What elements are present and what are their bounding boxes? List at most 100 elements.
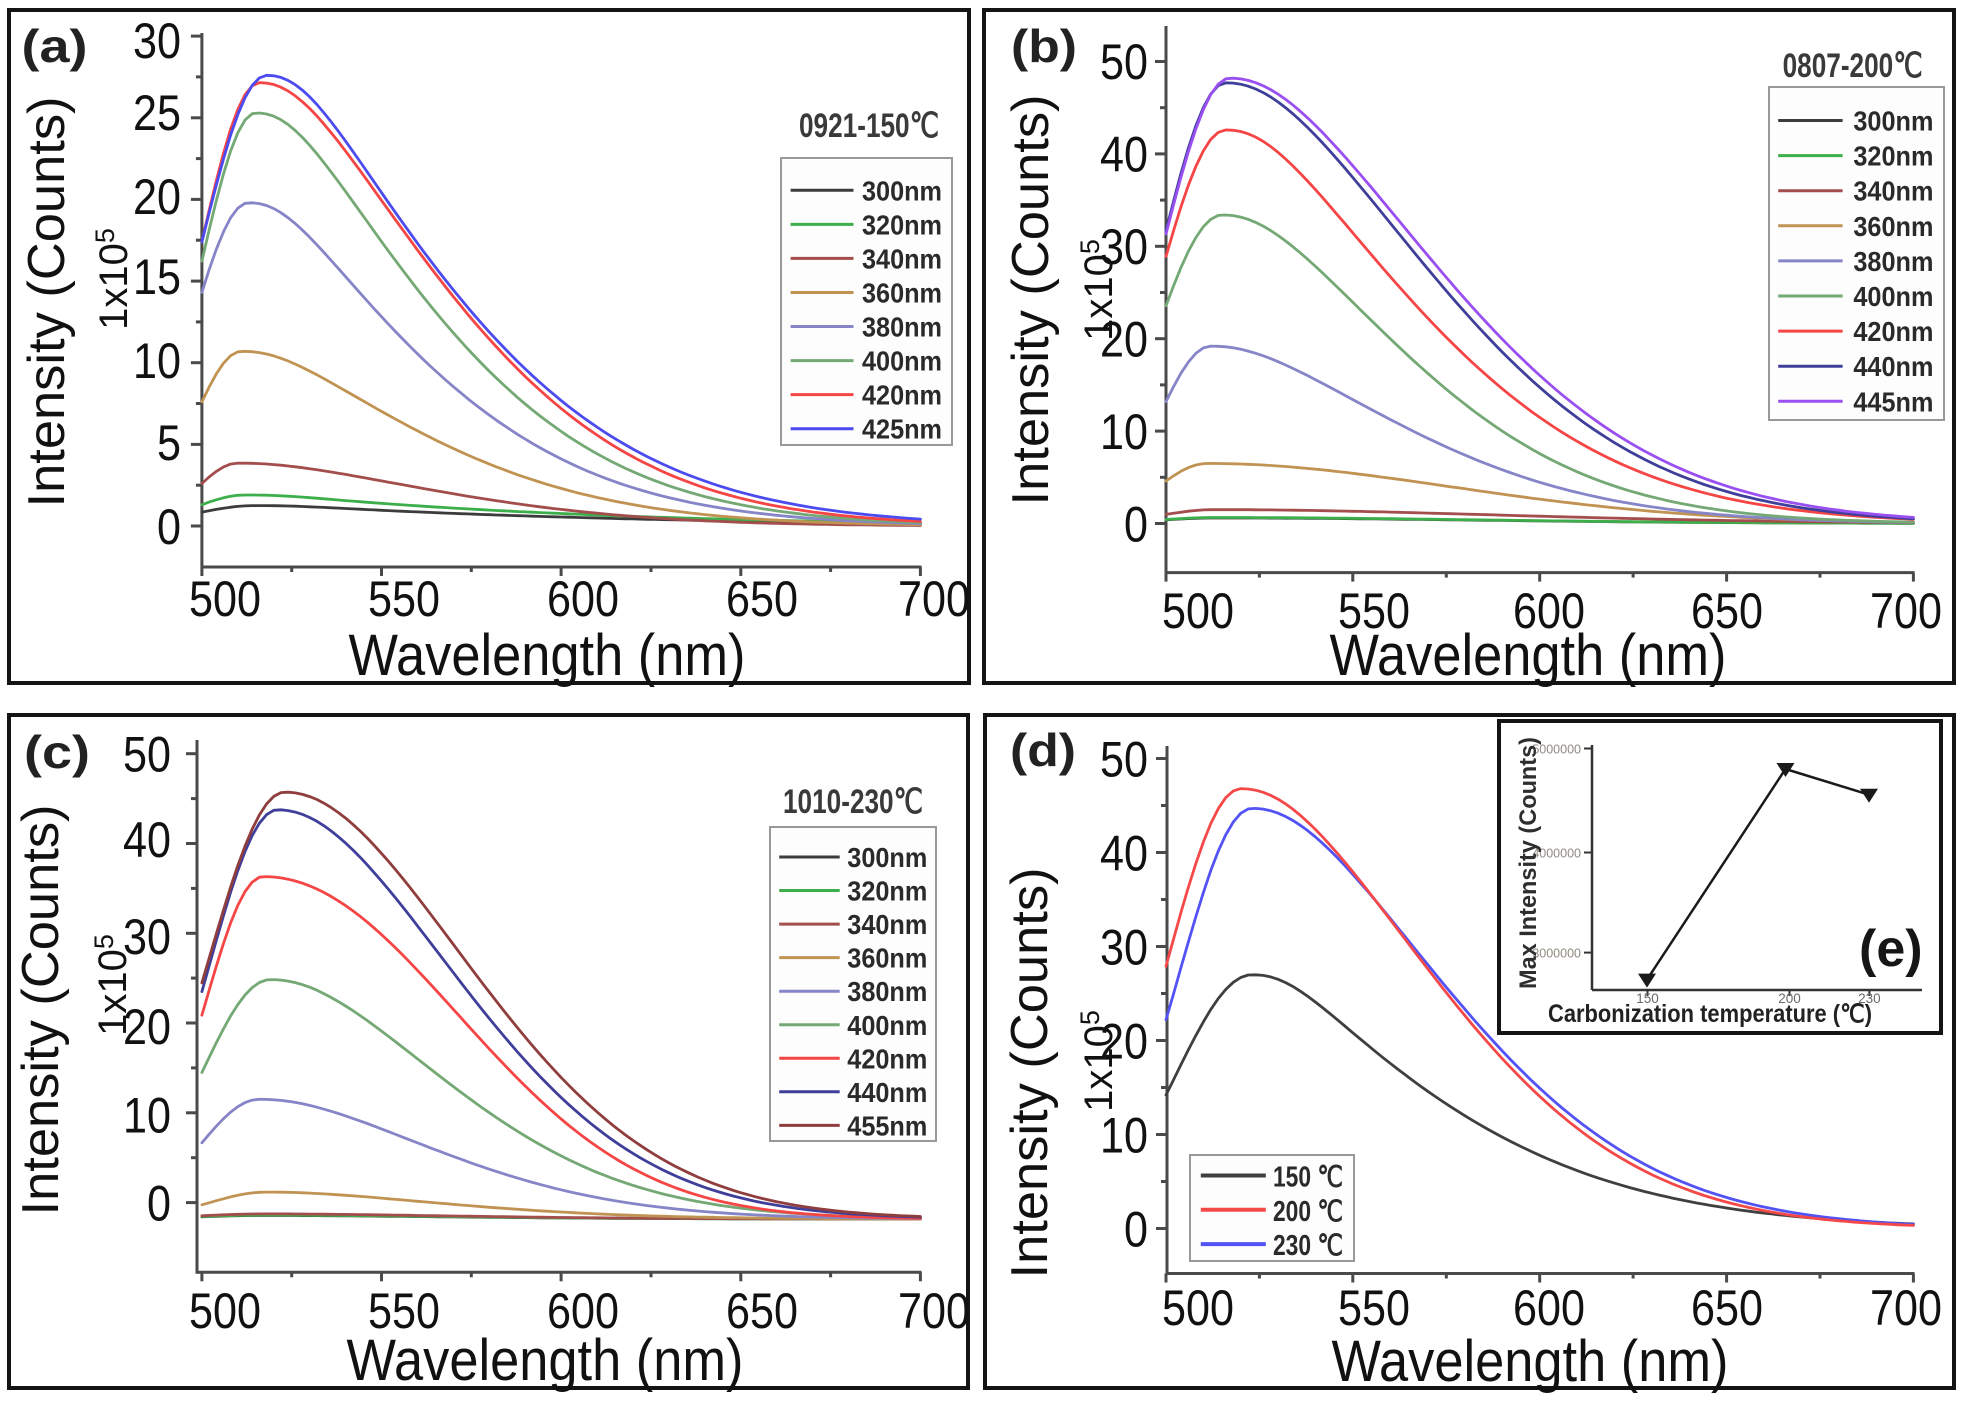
svg-text:500: 500 xyxy=(1162,1280,1234,1336)
svg-text:Intensity (Counts): Intensity (Counts) xyxy=(1001,868,1059,1279)
svg-text:50: 50 xyxy=(123,727,171,783)
svg-text:1x105: 1x105 xyxy=(90,228,136,330)
svg-text:400nm: 400nm xyxy=(862,346,942,377)
svg-text:320nm: 320nm xyxy=(1853,141,1933,172)
svg-text:200 ℃: 200 ℃ xyxy=(1273,1196,1343,1228)
svg-text:4000000: 4000000 xyxy=(1532,847,1581,861)
svg-text:(a): (a) xyxy=(22,20,88,72)
svg-text:30: 30 xyxy=(1100,219,1148,275)
svg-text:500: 500 xyxy=(189,1283,261,1339)
svg-text:440nm: 440nm xyxy=(1853,351,1933,382)
svg-text:600: 600 xyxy=(547,1283,619,1339)
svg-text:0921-150℃: 0921-150℃ xyxy=(799,107,939,145)
svg-text:455nm: 455nm xyxy=(847,1110,927,1141)
svg-text:Wavelength (nm): Wavelength (nm) xyxy=(347,1328,744,1393)
svg-text:600: 600 xyxy=(547,571,619,627)
svg-text:30: 30 xyxy=(123,909,171,965)
svg-text:(d): (d) xyxy=(1010,724,1076,776)
svg-text:600: 600 xyxy=(1513,1280,1585,1336)
svg-text:445nm: 445nm xyxy=(1853,386,1933,417)
svg-text:700: 700 xyxy=(898,571,970,627)
svg-text:40: 40 xyxy=(123,812,171,868)
svg-text:50: 50 xyxy=(1100,732,1148,788)
svg-text:1010-230℃: 1010-230℃ xyxy=(783,783,923,821)
svg-text:Intensity (Counts): Intensity (Counts) xyxy=(1002,95,1060,506)
svg-text:1x105: 1x105 xyxy=(1075,239,1121,341)
svg-text:400nm: 400nm xyxy=(847,1010,927,1041)
svg-text:600: 600 xyxy=(1513,583,1585,639)
svg-text:150: 150 xyxy=(1636,991,1659,1006)
svg-text:300nm: 300nm xyxy=(847,842,927,873)
svg-text:230: 230 xyxy=(1858,991,1881,1006)
svg-text:320nm: 320nm xyxy=(847,876,927,907)
svg-text:650: 650 xyxy=(726,1283,798,1339)
svg-text:150 ℃: 150 ℃ xyxy=(1273,1162,1343,1194)
svg-text:380nm: 380nm xyxy=(1853,246,1933,277)
svg-text:(c): (c) xyxy=(24,726,90,778)
svg-text:650: 650 xyxy=(1691,583,1763,639)
svg-text:420nm: 420nm xyxy=(847,1043,927,1074)
svg-text:300nm: 300nm xyxy=(1853,106,1933,137)
svg-text:360nm: 360nm xyxy=(862,277,942,308)
svg-text:380nm: 380nm xyxy=(847,976,927,1007)
svg-text:0: 0 xyxy=(147,1176,171,1232)
svg-text:340nm: 340nm xyxy=(862,243,942,274)
svg-text:500: 500 xyxy=(1162,583,1234,639)
svg-text:550: 550 xyxy=(368,1283,440,1339)
svg-text:(e): (e) xyxy=(1859,920,1923,978)
svg-text:1x105: 1x105 xyxy=(1075,1010,1121,1112)
svg-text:300nm: 300nm xyxy=(862,175,942,206)
svg-text:340nm: 340nm xyxy=(1853,176,1933,207)
svg-text:500: 500 xyxy=(189,571,261,627)
svg-text:420nm: 420nm xyxy=(1853,316,1933,347)
svg-text:20: 20 xyxy=(133,169,181,225)
svg-text:400nm: 400nm xyxy=(1853,281,1933,312)
svg-text:10: 10 xyxy=(123,1087,171,1143)
svg-text:Carbonization temperature (℃): Carbonization temperature (℃) xyxy=(1548,1000,1872,1028)
svg-text:Intensity (Counts): Intensity (Counts) xyxy=(12,805,70,1216)
svg-text:425nm: 425nm xyxy=(862,414,942,445)
svg-text:Wavelength (nm): Wavelength (nm) xyxy=(1330,623,1727,688)
svg-text:200: 200 xyxy=(1778,991,1801,1006)
svg-text:Wavelength (nm): Wavelength (nm) xyxy=(349,623,746,688)
svg-text:40: 40 xyxy=(1100,826,1148,882)
svg-text:550: 550 xyxy=(1338,1280,1410,1336)
svg-text:30: 30 xyxy=(1100,920,1148,976)
svg-text:5000000: 5000000 xyxy=(1532,743,1581,757)
svg-text:30: 30 xyxy=(133,13,181,69)
svg-text:420nm: 420nm xyxy=(862,380,942,411)
svg-text:380nm: 380nm xyxy=(862,312,942,343)
svg-text:340nm: 340nm xyxy=(847,909,927,940)
svg-text:0: 0 xyxy=(157,499,181,555)
svg-text:0: 0 xyxy=(1124,1202,1148,1258)
svg-text:(b): (b) xyxy=(1011,20,1077,72)
svg-text:1x105: 1x105 xyxy=(89,934,135,1036)
svg-text:230 ℃: 230 ℃ xyxy=(1273,1230,1343,1262)
svg-text:20: 20 xyxy=(123,999,171,1055)
svg-text:15: 15 xyxy=(133,249,181,305)
svg-text:700: 700 xyxy=(1870,583,1942,639)
svg-text:40: 40 xyxy=(1100,127,1148,183)
svg-text:Intensity (Counts): Intensity (Counts) xyxy=(18,97,76,508)
svg-text:360nm: 360nm xyxy=(1853,211,1933,242)
svg-text:10: 10 xyxy=(133,333,181,389)
svg-text:Wavelength (nm): Wavelength (nm) xyxy=(1332,1329,1729,1394)
svg-text:10: 10 xyxy=(1100,1108,1148,1164)
svg-text:650: 650 xyxy=(726,571,798,627)
svg-text:0807-200℃: 0807-200℃ xyxy=(1783,47,1923,85)
svg-text:20: 20 xyxy=(1100,1014,1148,1070)
svg-text:3000000: 3000000 xyxy=(1532,947,1581,961)
svg-text:50: 50 xyxy=(1100,34,1148,90)
svg-text:440nm: 440nm xyxy=(847,1077,927,1108)
svg-text:Max Intensity (Counts): Max Intensity (Counts) xyxy=(1515,737,1542,989)
svg-text:700: 700 xyxy=(1870,1280,1942,1336)
svg-text:320nm: 320nm xyxy=(862,209,942,240)
svg-text:5: 5 xyxy=(157,415,181,471)
svg-text:20: 20 xyxy=(1100,312,1148,368)
svg-text:550: 550 xyxy=(368,571,440,627)
svg-text:650: 650 xyxy=(1691,1280,1763,1336)
svg-text:700: 700 xyxy=(898,1283,970,1339)
svg-text:25: 25 xyxy=(133,85,181,141)
svg-text:0: 0 xyxy=(1124,497,1148,553)
svg-text:10: 10 xyxy=(1100,404,1148,460)
